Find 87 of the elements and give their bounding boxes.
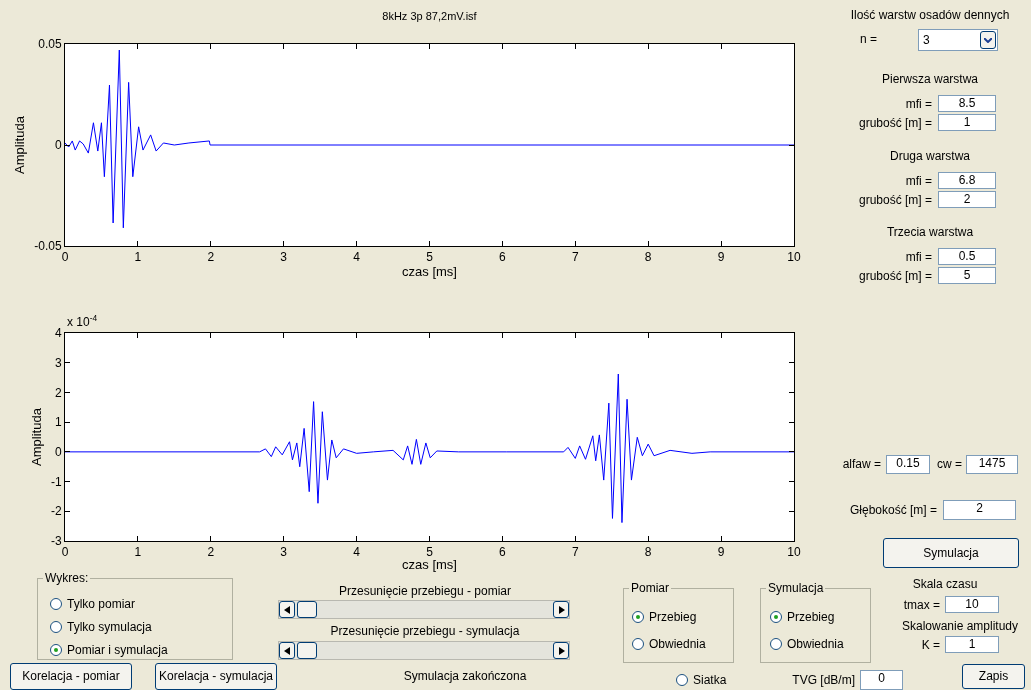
x-tick-label: 2 [207,250,215,265]
text: Pierwsza warstwa [881,72,979,88]
text: Przebieg [787,610,835,626]
x-tick-label: 4 [353,250,361,265]
x-tick-label: 1 [134,250,142,265]
text: cw = [936,457,962,473]
text: Skalowanie amplitudy [900,619,1020,635]
chart-title: 8kHz 3p 87,2mV.isf [382,9,478,22]
y-tick-label: 0.05 [38,37,62,52]
x-tick-label: 7 [571,250,579,265]
text-field: 6.8 [938,172,996,189]
text: Ilość warstw osadów dennych [849,8,1011,24]
text: Druga warstwa [889,149,971,165]
y-tick-label: -2 [50,504,62,519]
text: mfi = [904,97,932,113]
text: mfi = [904,250,932,266]
x-tick-label: 7 [571,545,579,560]
text: mfi = [904,174,932,190]
text: Obwiednia [649,637,706,653]
text-field: 1 [938,114,996,131]
x-tick-label: 3 [280,250,288,265]
x-tick-label: 9 [717,545,725,560]
text: grubość [m] = [857,269,932,285]
text: Symulacja [766,581,826,595]
text-field: 1475 [966,455,1018,474]
text: n = [860,32,878,48]
text-field: 0 [860,670,903,690]
x-tick-label: 9 [717,250,725,265]
x-tick-label: 6 [499,545,507,560]
x-axis-title: czas [ms] [402,557,457,572]
text-field: 0.5 [938,248,996,265]
y-axis-title: Amplituda [12,115,28,174]
text: Symulacja zakończona [402,669,528,685]
x-tick-label: 10 [787,545,801,560]
x-tick-label: 6 [499,250,507,265]
text-field: 0.15 [886,455,930,474]
y-tick-label: 1 [54,415,62,430]
y-tick-label: -3 [50,534,62,549]
y-tick-label: -1 [50,474,62,489]
button: Korelacja - symulacja [155,663,277,690]
text: K = [920,638,940,654]
text: Pomiar i symulacja [67,643,168,659]
button: Zapis [962,664,1025,689]
text-field: 8.5 [938,95,996,112]
text-field: 5 [938,267,996,284]
text: Tylko symulacja [67,620,152,636]
text: grubość [m] = [857,193,932,209]
dropdown: 3 [918,29,998,51]
x-tick-label: 5 [426,250,434,265]
y-tick-label: 0 [54,138,62,153]
text: Skala czasu [911,577,979,593]
text: Przebieg [649,610,697,626]
x-tick-label: 1 [134,545,142,560]
button: Korelacja - pomiar [10,663,132,690]
y-tick-label: 0 [54,445,62,460]
y-tick-label: 4 [54,326,62,341]
button: Symulacja [883,538,1019,568]
text: TVG [dB/m] [791,673,855,689]
text: Trzecia warstwa [885,225,975,241]
text: alfaw = [841,457,881,473]
text: Pomiar [629,581,672,595]
text: Wykres: [43,571,91,585]
text: Przesunięcie przebiegu - symulacja [329,624,521,640]
text: Tylko pomiar [67,597,136,613]
x-tick-label: 8 [644,250,652,265]
text: tmax = [902,598,940,614]
text-field: 2 [938,191,996,208]
text-field: 10 [945,596,999,613]
text: Obwiednia [787,637,844,653]
x-tick-label: 8 [644,545,652,560]
text: x 10$^{-4}$ [67,313,98,330]
text: Przesunięcie przebiegu - pomiar [337,584,513,600]
y-tick-label: 2 [54,385,62,400]
x-tick-label: 5 [426,545,434,560]
text-field: 2 [943,500,1016,520]
x-tick-label: 2 [207,545,215,560]
x-tick-label: 4 [353,545,361,560]
text-field: 1 [945,636,999,653]
y-tick-label: -0.05 [34,239,62,254]
text: Głębokość [m] = [848,503,937,519]
text: Siatka [693,673,727,689]
x-tick-label: 10 [787,250,801,265]
y-tick-label: 3 [54,355,62,370]
y-axis-title: Amplituda [28,407,44,466]
x-axis-title: czas [ms] [402,264,457,280]
x-tick-label: 3 [280,545,288,560]
text: grubość [m] = [857,116,932,132]
